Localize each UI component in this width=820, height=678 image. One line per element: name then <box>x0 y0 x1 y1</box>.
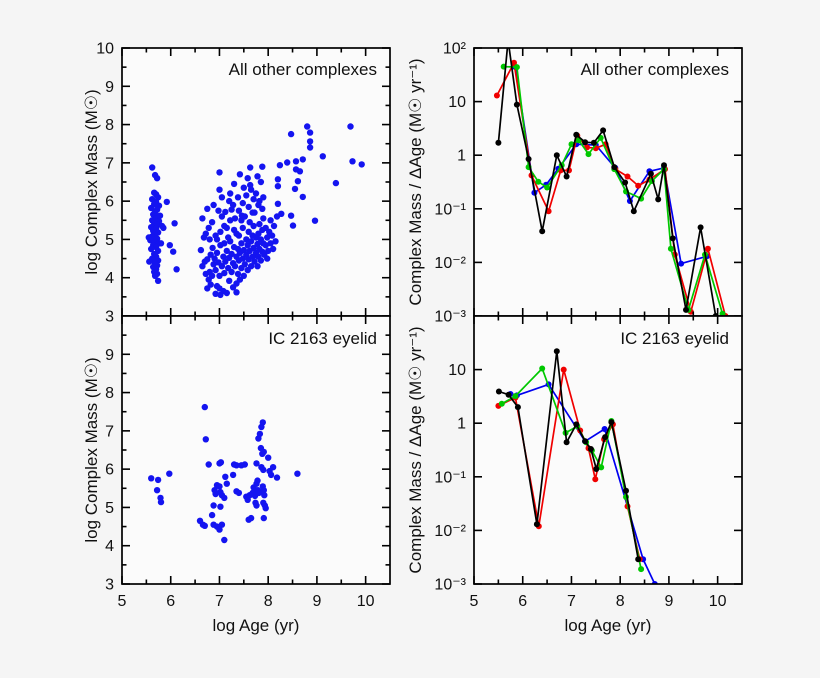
scatter-all-other-complexes: 10 9 8 7 6 5 4 3 <box>96 41 391 326</box>
svg-text:9: 9 <box>664 593 673 610</box>
svg-text:10⁻²: 10⁻² <box>434 255 466 272</box>
svg-text:4: 4 <box>105 270 114 287</box>
svg-text:7: 7 <box>215 593 224 610</box>
svg-text:4: 4 <box>105 538 114 555</box>
x-axis-label-right: log Age (yr) <box>564 616 652 635</box>
svg-text:5: 5 <box>105 232 114 249</box>
title-scatter-all-other-complexes: All other complexes <box>228 60 377 79</box>
svg-text:8: 8 <box>105 385 114 402</box>
svg-text:7: 7 <box>105 423 114 440</box>
panel-rate-ic2163-eyelid <box>474 316 742 584</box>
svg-text:6: 6 <box>105 462 114 479</box>
svg-text:3: 3 <box>105 577 114 594</box>
svg-text:6: 6 <box>166 593 175 610</box>
svg-text:7: 7 <box>567 593 576 610</box>
panel-rate-all-other-complexes <box>474 48 742 316</box>
svg-text:9: 9 <box>312 593 321 610</box>
title-scatter-ic2163-eyelid: IC 2163 eyelid <box>268 329 377 348</box>
svg-text:8: 8 <box>264 593 273 610</box>
svg-text:10: 10 <box>448 94 466 111</box>
svg-text:10: 10 <box>357 593 375 610</box>
svg-text:8: 8 <box>105 117 114 134</box>
svg-text:5: 5 <box>118 593 127 610</box>
svg-text:9: 9 <box>105 347 114 364</box>
svg-text:5: 5 <box>105 500 114 517</box>
svg-text:1: 1 <box>457 148 466 165</box>
title-rate-all-other-complexes: All other complexes <box>580 60 729 79</box>
svg-text:3: 3 <box>105 309 114 326</box>
y-axis-label-scatter-top: log Complex Mass (M☉) <box>82 89 101 275</box>
svg-text:10⁻³: 10⁻³ <box>434 577 466 594</box>
svg-text:8: 8 <box>616 593 625 610</box>
panel-scatter-ic2163-eyelid <box>122 316 390 584</box>
x-axis-label-left: log Age (yr) <box>212 616 300 635</box>
svg-text:9: 9 <box>105 79 114 96</box>
y-axis-label-rate-top: Complex Mass / ΔAge (M☉ yr⁻¹) <box>406 58 425 306</box>
svg-text:10: 10 <box>448 362 466 379</box>
svg-text:6: 6 <box>518 593 527 610</box>
svg-text:10⁻¹: 10⁻¹ <box>434 201 466 218</box>
svg-text:6: 6 <box>105 194 114 211</box>
svg-text:10⁻¹: 10⁻¹ <box>434 469 466 486</box>
rate-all-other-complexes: 10² 10 1 10⁻¹ 10⁻² 10⁻³ <box>434 41 743 326</box>
svg-text:10⁻³: 10⁻³ <box>434 309 466 326</box>
y-axis-label-scatter-bottom: log Complex Mass (M☉) <box>82 357 101 543</box>
panel-scatter-all-other-complexes <box>122 48 390 316</box>
svg-text:10: 10 <box>709 593 727 610</box>
y-axis-label-rate-bottom: Complex Mass / ΔAge (M☉ yr⁻¹) <box>406 326 425 574</box>
svg-text:5: 5 <box>470 593 479 610</box>
svg-text:10: 10 <box>96 41 114 58</box>
rate-ic2163-eyelid: 10 1 10⁻¹ 10⁻² 10⁻³5 6 7 8 9 10 <box>434 315 743 610</box>
title-rate-ic2163-eyelid: IC 2163 eyelid <box>620 329 729 348</box>
svg-text:10⁻²: 10⁻² <box>434 523 466 540</box>
svg-text:10²: 10² <box>443 41 467 58</box>
svg-text:7: 7 <box>105 155 114 172</box>
svg-text:1: 1 <box>457 416 466 433</box>
